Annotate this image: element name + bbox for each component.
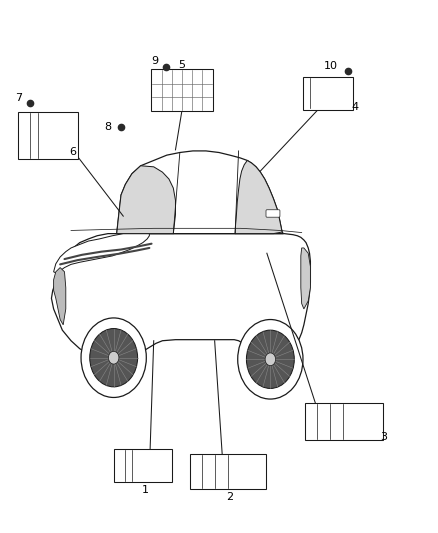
Polygon shape bbox=[53, 268, 66, 325]
FancyBboxPatch shape bbox=[266, 210, 280, 217]
Circle shape bbox=[238, 319, 303, 399]
Polygon shape bbox=[117, 151, 283, 233]
Text: 1: 1 bbox=[141, 486, 148, 496]
FancyBboxPatch shape bbox=[18, 112, 78, 159]
Polygon shape bbox=[301, 248, 311, 309]
Polygon shape bbox=[51, 233, 311, 359]
Circle shape bbox=[109, 351, 119, 364]
Polygon shape bbox=[53, 233, 149, 273]
Text: 4: 4 bbox=[351, 102, 358, 111]
FancyBboxPatch shape bbox=[190, 454, 265, 489]
Polygon shape bbox=[117, 166, 176, 233]
Text: 7: 7 bbox=[15, 93, 22, 103]
Polygon shape bbox=[235, 160, 282, 233]
Circle shape bbox=[247, 330, 294, 389]
FancyBboxPatch shape bbox=[151, 69, 213, 111]
FancyBboxPatch shape bbox=[303, 77, 353, 110]
Text: 2: 2 bbox=[226, 492, 233, 502]
Text: 3: 3 bbox=[380, 432, 387, 442]
Circle shape bbox=[265, 353, 276, 366]
Text: 9: 9 bbox=[151, 56, 158, 66]
Circle shape bbox=[81, 318, 146, 398]
Circle shape bbox=[90, 328, 138, 387]
Text: 8: 8 bbox=[104, 122, 112, 132]
FancyBboxPatch shape bbox=[114, 449, 172, 482]
Text: 6: 6 bbox=[69, 147, 76, 157]
FancyBboxPatch shape bbox=[305, 403, 383, 440]
Text: 10: 10 bbox=[324, 61, 338, 71]
Text: 5: 5 bbox=[179, 60, 186, 70]
